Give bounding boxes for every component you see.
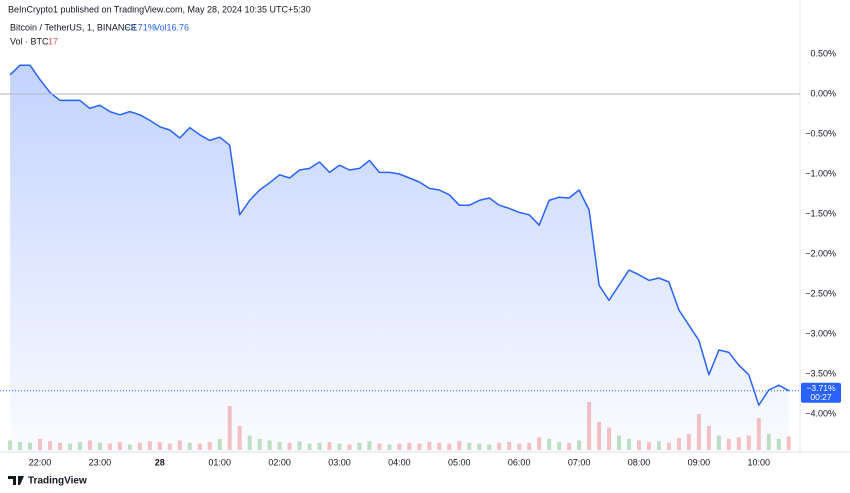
y-tick-label: 0.50% [810,48,836,58]
x-tick-label: 02:00 [268,457,291,467]
last-price-timer: 00:27 [810,392,832,402]
y-tick-label: −4.00% [805,408,836,418]
legend-vol-label: Vol · BTC [10,36,49,46]
area-fill [10,65,789,452]
x-tick-label: 22:00 [29,457,52,467]
x-tick-label: 03:00 [328,457,351,467]
y-tick-label: −1.00% [805,168,836,178]
y-tick-label: −1.50% [805,208,836,218]
legend-symbol: Bitcoin / TetherUS, 1, BINANCE [10,22,137,32]
y-tick-label: −3.50% [805,368,836,378]
plot [8,64,791,452]
footer: TradingView [28,476,87,487]
y-tick-label: −2.50% [805,288,836,298]
y-tick-label: −2.00% [805,248,836,258]
x-tick-label: 09:00 [688,457,711,467]
x-tick-label: 28 [155,457,165,467]
x-tick-label: 01:00 [208,457,231,467]
last-price-badge [801,382,841,403]
legend-vol-value: 17 [48,36,58,46]
legend-change: −3.71% [125,22,156,32]
legend-vol: Vol16.76 [154,22,189,32]
x-tick-label: 10:00 [748,457,771,467]
x-tick-label: 04:00 [388,457,411,467]
y-tick-label: 0.00% [810,88,836,98]
y-tick-label: −3.00% [805,328,836,338]
header: BeInCrypto1 published on TradingView.com… [8,4,311,14]
price-line [9,64,790,406]
x-tick-label: 07:00 [568,457,591,467]
logo [8,476,24,485]
volume-bar [8,440,13,450]
x-tick-label: 06:00 [508,457,531,467]
x-tick-label: 08:00 [628,457,651,467]
x-tick-label: 05:00 [448,457,471,467]
y-tick-label: −0.50% [805,128,836,138]
last-price-label: −3.71% [806,383,836,393]
x-tick-label: 23:00 [89,457,112,467]
